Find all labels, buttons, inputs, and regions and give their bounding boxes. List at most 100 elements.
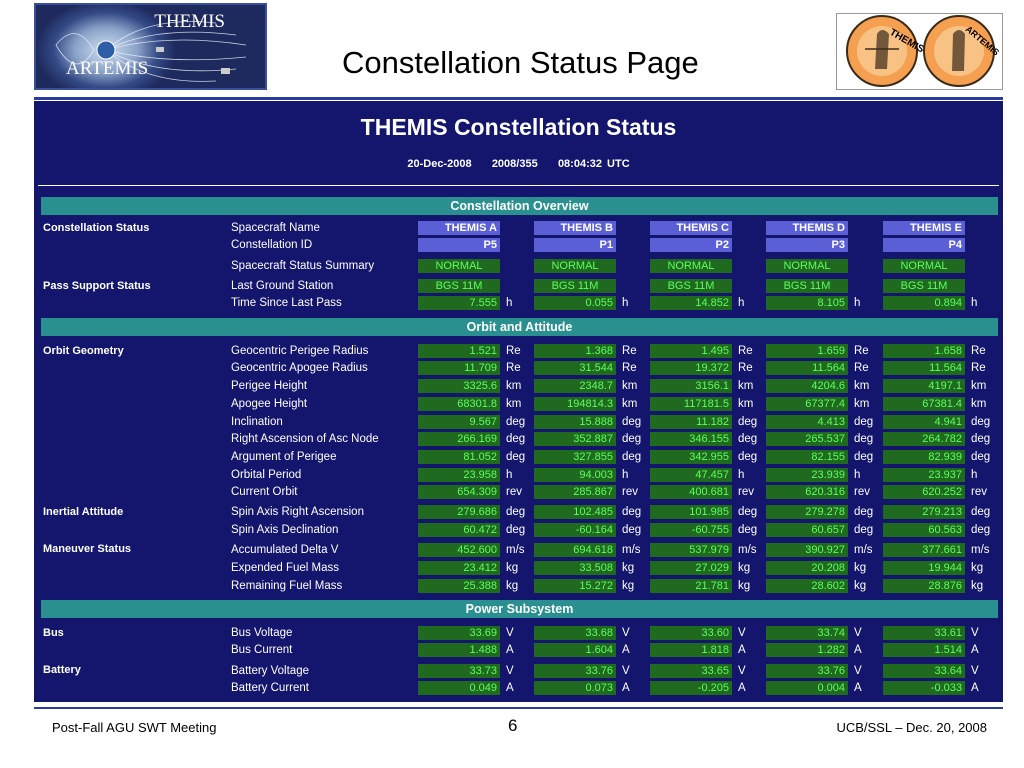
unit-label: h — [971, 297, 978, 309]
magnetosphere-graphic — [55, 21, 247, 82]
unit-label: V — [506, 627, 514, 639]
row-label: Current Orbit — [231, 486, 298, 498]
unit-label: km — [622, 380, 638, 392]
unit-label: km — [971, 380, 987, 392]
unit-label: V — [506, 665, 514, 677]
value-cell: 19.944 — [883, 561, 965, 575]
value-cell: 28.876 — [883, 579, 965, 593]
table-row: Apogee Height 68301.8 km 194814.3 km 117181.5… — [34, 396, 1003, 412]
value-cell: P2 — [650, 238, 732, 252]
unit-label: m/s — [971, 544, 990, 556]
row-label: Last Ground Station — [231, 280, 334, 292]
unit-label: A — [971, 682, 979, 694]
value-cell: 266.169 — [418, 432, 500, 446]
value-cell: 1.368 — [534, 344, 616, 358]
value-cell: 327.855 — [534, 450, 616, 464]
unit-label: km — [971, 398, 987, 410]
table-row: Spacecraft Status Summary NORMAL NORMAL NOR… — [34, 258, 1003, 274]
unit-label: kg — [738, 562, 751, 574]
unit-label: Re — [506, 345, 521, 357]
value-cell: P5 — [418, 238, 500, 252]
unit-label: h — [854, 297, 861, 309]
value-cell: 4197.1 — [883, 379, 965, 393]
panel-title: THEMIS Constellation Status — [360, 114, 677, 140]
unit-label: m/s — [854, 544, 873, 556]
unit-label: deg — [738, 433, 758, 445]
unit-label: deg — [971, 433, 991, 445]
value-cell: 1.604 — [534, 643, 616, 657]
unit-label: deg — [506, 416, 526, 428]
unit-label: A — [506, 682, 514, 694]
row-label: Perigee Height — [231, 380, 308, 392]
row-label: Remaining Fuel Mass — [231, 580, 343, 592]
unit-label: kg — [854, 580, 867, 592]
unit-label: deg — [971, 416, 991, 428]
unit-label: m/s — [738, 544, 757, 556]
value-cell: 60.472 — [418, 523, 500, 537]
unit-label: km — [622, 398, 638, 410]
value-cell: 67381.4 — [883, 397, 965, 411]
value-cell: 264.782 — [883, 432, 965, 446]
artemis-mission-patch: ARTEMIS — [923, 15, 1001, 87]
unit-label: h — [854, 469, 861, 481]
value-cell: 31.544 — [534, 361, 616, 375]
group-orbit-geometry: Orbit Geometry — [43, 345, 124, 357]
value-cell: 4.941 — [883, 415, 965, 429]
value-cell: 33.508 — [534, 561, 616, 575]
unit-label: kg — [622, 580, 635, 592]
unit-label: A — [971, 644, 979, 656]
table-row: Perigee Height 3325.6 km 2348.7 km 3156.1 km 42… — [34, 378, 1003, 394]
value-cell: -60.164 — [534, 523, 616, 537]
value-cell: THEMIS A — [418, 221, 500, 235]
themis-mission-patch: THEMIS — [846, 15, 926, 87]
value-cell: 11.182 — [650, 415, 732, 429]
table-row: Constellation ID P5 P1 P2 P3 P4 — [34, 237, 1003, 253]
unit-label: V — [622, 627, 630, 639]
value-cell: 28.602 — [766, 579, 848, 593]
value-cell: 19.372 — [650, 361, 732, 375]
value-cell: 11.564 — [766, 361, 848, 375]
value-cell: 4204.6 — [766, 379, 848, 393]
table-row: Last Ground Station BGS 11M BGS 11M BGS 11M… — [34, 278, 1003, 294]
unit-label: kg — [506, 562, 519, 574]
group-constellation-status: Constellation Status — [43, 222, 150, 234]
value-cell: P1 — [534, 238, 616, 252]
unit-label: km — [854, 398, 870, 410]
value-cell: THEMIS B — [534, 221, 616, 235]
value-cell: 81.052 — [418, 450, 500, 464]
value-cell: 352.887 — [534, 432, 616, 446]
value-cell: NORMAL — [418, 259, 500, 273]
mission-logos: THEMIS ARTEMIS — [836, 13, 1003, 90]
value-cell: 102.485 — [534, 505, 616, 519]
unit-label: V — [622, 665, 630, 677]
value-cell: 33.76 — [766, 664, 848, 678]
unit-label: rev — [971, 486, 987, 498]
unit-label: Re — [738, 345, 753, 357]
value-cell: NORMAL — [650, 259, 732, 273]
unit-label: Re — [506, 362, 521, 374]
value-cell: 68301.8 — [418, 397, 500, 411]
row-label: Constellation ID — [231, 239, 313, 251]
value-cell: 654.309 — [418, 485, 500, 499]
table-row: Spacecraft Name THEMIS A THEMIS B THEMIS C T… — [34, 220, 1003, 236]
themis-artemis-logo: THEMIS ARTEMIS — [34, 3, 267, 90]
logo-text-themis: THEMIS — [154, 11, 225, 32]
unit-label: kg — [971, 562, 984, 574]
value-cell: BGS 11M — [534, 279, 616, 293]
unit-label: km — [738, 398, 754, 410]
value-cell: THEMIS E — [883, 221, 965, 235]
unit-label: V — [971, 665, 979, 677]
unit-label: h — [738, 297, 745, 309]
unit-label: deg — [971, 506, 991, 518]
value-cell: 4.413 — [766, 415, 848, 429]
unit-label: kg — [854, 562, 867, 574]
unit-label: h — [622, 297, 629, 309]
value-cell: 21.781 — [650, 579, 732, 593]
value-cell: 94.003 — [534, 468, 616, 482]
value-cell: BGS 11M — [418, 279, 500, 293]
unit-label: deg — [854, 433, 874, 445]
value-cell: 27.029 — [650, 561, 732, 575]
group-maneuver-status: Maneuver Status — [43, 543, 132, 555]
unit-label: deg — [506, 524, 526, 536]
day-of-year: 2008/355 — [491, 158, 538, 170]
